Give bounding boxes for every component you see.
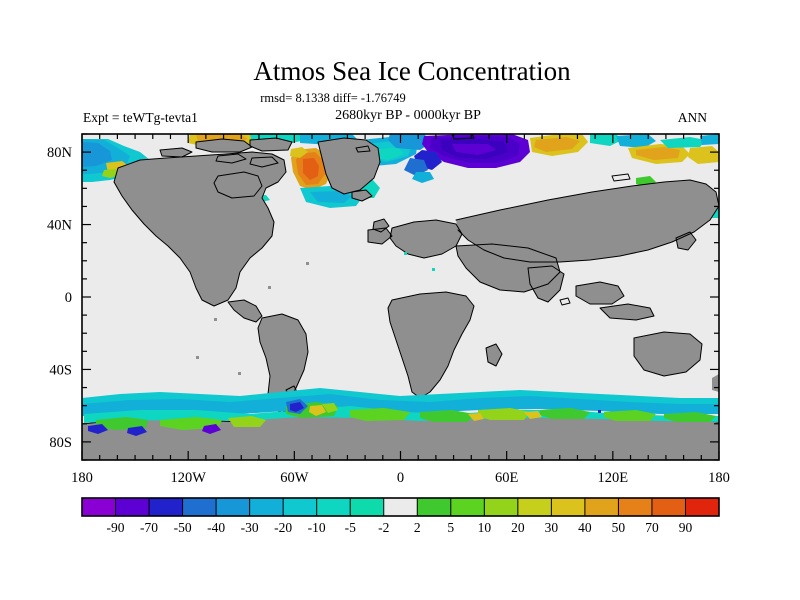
stats-line: rmsd= 8.1338 diff= -1.76749 xyxy=(260,91,405,105)
colorbar-cell[interactable] xyxy=(216,498,251,516)
colorbar-cells xyxy=(82,498,720,516)
colorbar-tick-label: -50 xyxy=(174,520,192,535)
colorbar-cell[interactable] xyxy=(584,498,619,516)
y-axis-ticks xyxy=(82,133,719,461)
x-axis-label: 0 xyxy=(397,470,404,486)
y-axis-labels: 80N 40N 0 40S 80S xyxy=(47,145,73,451)
colorbar-tick-labels: -90 -70 -50 -40 -30 -20 -10 -5 -2 2 5 10 20 30 40 50 70 9… xyxy=(107,520,693,535)
colorbar-tick-label: -70 xyxy=(140,520,158,535)
y-axis-label: 0 xyxy=(65,290,72,306)
colorbar-frame xyxy=(81,497,720,517)
colorbar-cell[interactable] xyxy=(484,498,519,516)
colorbar-cell[interactable] xyxy=(417,498,452,516)
colorbar-cell[interactable] xyxy=(82,498,116,516)
x-axis-labels: 180 120W 60W 0 60E 120E 180 xyxy=(71,470,730,486)
season-label: ANN xyxy=(678,110,707,125)
y-axis-label: 40N xyxy=(47,218,73,234)
colorbar-cell[interactable] xyxy=(651,498,686,516)
colorbar-tick-label: -40 xyxy=(207,520,225,535)
y-axis-label: 40S xyxy=(49,362,72,378)
map-plot-area xyxy=(81,133,720,461)
colorbar-cell[interactable] xyxy=(283,498,318,516)
experiment-label: Expt = teWTg-tevta1 xyxy=(83,110,198,125)
colorbar-tick-label: -10 xyxy=(308,520,326,535)
colorbar-tick-label: 90 xyxy=(679,520,693,535)
y-axis-label: 80N xyxy=(47,145,73,161)
colorbar-tick-label: 10 xyxy=(478,520,492,535)
colorbar-tick-label: 30 xyxy=(545,520,559,535)
x-axis-label: 120W xyxy=(170,470,206,486)
x-axis-label: 180 xyxy=(708,470,730,486)
x-axis-ticks xyxy=(81,134,720,460)
colorbar-tick-label: -30 xyxy=(241,520,259,535)
colorbar-cell[interactable] xyxy=(350,498,385,516)
colorbar-cell[interactable] xyxy=(551,498,586,516)
colorbar-tick-label: 50 xyxy=(612,520,626,535)
colorbar-tick-label: 40 xyxy=(578,520,592,535)
x-axis-label: 60W xyxy=(280,470,309,486)
figure-title: Atmos Sea Ice Concentration xyxy=(253,56,571,86)
colorbar-cell[interactable] xyxy=(450,498,485,516)
colorbar-cell[interactable] xyxy=(618,498,653,516)
colorbar-tick-label: 5 xyxy=(447,520,454,535)
colorbar-cell[interactable] xyxy=(316,498,351,516)
colorbar-cell[interactable] xyxy=(115,498,150,516)
colorbar-tick-label: 20 xyxy=(511,520,525,535)
colorbar-tick-label: -20 xyxy=(274,520,292,535)
colorbar[interactable]: -90 -70 -50 -40 -30 -20 -10 -5 -2 2 5 10 20 30 40 50 70 9… xyxy=(81,497,720,535)
colorbar-cell[interactable] xyxy=(383,498,418,516)
x-axis-label: 60E xyxy=(495,470,519,486)
colorbar-tick-label: -2 xyxy=(378,520,389,535)
colorbar-tick-label: -5 xyxy=(345,520,356,535)
x-axis-label: 180 xyxy=(71,470,93,486)
data-field-antarctic xyxy=(82,388,719,436)
x-axis-label: 120E xyxy=(598,470,629,486)
colorbar-cell[interactable] xyxy=(182,498,217,516)
colorbar-cell[interactable] xyxy=(149,498,183,516)
case-line: 2680kyr BP - 0000kyr BP xyxy=(335,108,481,123)
colorbar-cell[interactable] xyxy=(517,498,552,516)
scattered-data-pixels xyxy=(196,252,601,413)
colorbar-tick-label: -90 xyxy=(107,520,125,535)
y-axis-label: 80S xyxy=(49,435,72,451)
colorbar-tick-label: 70 xyxy=(645,520,659,535)
colorbar-cell[interactable] xyxy=(685,498,720,516)
colorbar-cell[interactable] xyxy=(249,498,284,516)
colorbar-tick-label: 2 xyxy=(414,520,421,535)
